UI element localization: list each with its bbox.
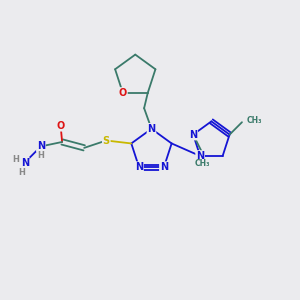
- Text: N: N: [189, 130, 197, 140]
- Text: N: N: [196, 151, 204, 161]
- Text: S: S: [103, 136, 110, 146]
- Text: N: N: [21, 158, 29, 168]
- Text: N: N: [135, 162, 143, 172]
- Text: CH₃: CH₃: [246, 116, 262, 125]
- Text: N: N: [160, 162, 168, 172]
- Text: H: H: [18, 167, 25, 176]
- Text: O: O: [119, 88, 127, 98]
- Text: H: H: [13, 155, 19, 164]
- Text: H: H: [38, 151, 44, 160]
- Text: CH₃: CH₃: [194, 159, 210, 168]
- Text: N: N: [37, 141, 45, 152]
- Text: N: N: [147, 124, 155, 134]
- Text: O: O: [56, 121, 65, 131]
